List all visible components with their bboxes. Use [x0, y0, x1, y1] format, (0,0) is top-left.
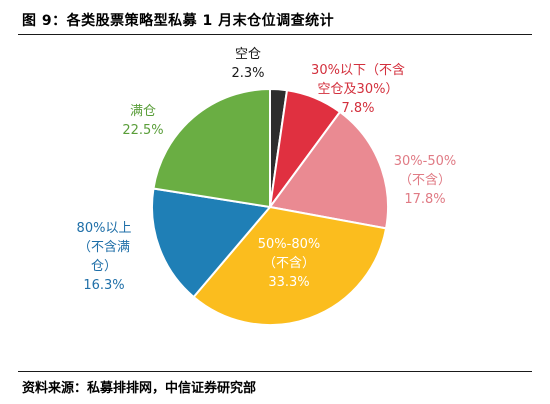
chart-title: 图 9：各类股票策略型私募 1 月末仓位调查统计: [22, 13, 335, 29]
slice-label-2: 30%-50% （不含） 17.8%: [394, 154, 456, 207]
title-divider: [18, 34, 532, 35]
slice-value-label: 22.5%: [122, 123, 163, 138]
pie-slice-2: [268, 110, 389, 230]
slice-value-label: 16.3%: [83, 278, 124, 293]
slice-value-label: 2.3%: [231, 66, 264, 81]
slice-label-3: 50%-80% （不含） 33.3%: [258, 237, 320, 290]
slice-name-label: （不含满: [78, 239, 130, 255]
slice-label-1: 30%以下（不含空仓及30%） 7.8%: [311, 62, 405, 116]
slice-name-label: 满仓: [130, 104, 156, 119]
slice-label-4: 80%以上 （不含满仓） 16.3%: [77, 221, 132, 293]
slice-label-5: 满仓 22.5%: [122, 104, 163, 138]
slice-value-label: 33.3%: [268, 275, 309, 290]
slice-name-label: 30%-50%: [394, 154, 456, 169]
slice-name-label: 空仓: [235, 47, 261, 62]
pie-slice-5: [152, 87, 271, 209]
slice-name-label: 50%-80%: [258, 237, 320, 252]
slice-name-label: （不含）: [263, 255, 315, 271]
slice-label-0: 空仓 2.3%: [231, 47, 264, 81]
slice-name-label: 80%以上: [77, 221, 132, 236]
source-divider: [18, 371, 532, 372]
slice-value-label: 7.8%: [341, 101, 374, 116]
slice-name-label: 仓）: [91, 259, 117, 274]
slice-name-label: 30%以下（不含: [311, 62, 405, 78]
slice-name-label: （不含）: [399, 172, 451, 188]
slice-name-label: 空仓及30%）: [318, 82, 399, 97]
pie-slice-4: [151, 187, 272, 299]
source-note: 资料来源：私募排排网，中信证券研究部: [22, 381, 257, 396]
pie-slice-3: [192, 205, 388, 326]
slice-value-label: 17.8%: [404, 192, 445, 207]
